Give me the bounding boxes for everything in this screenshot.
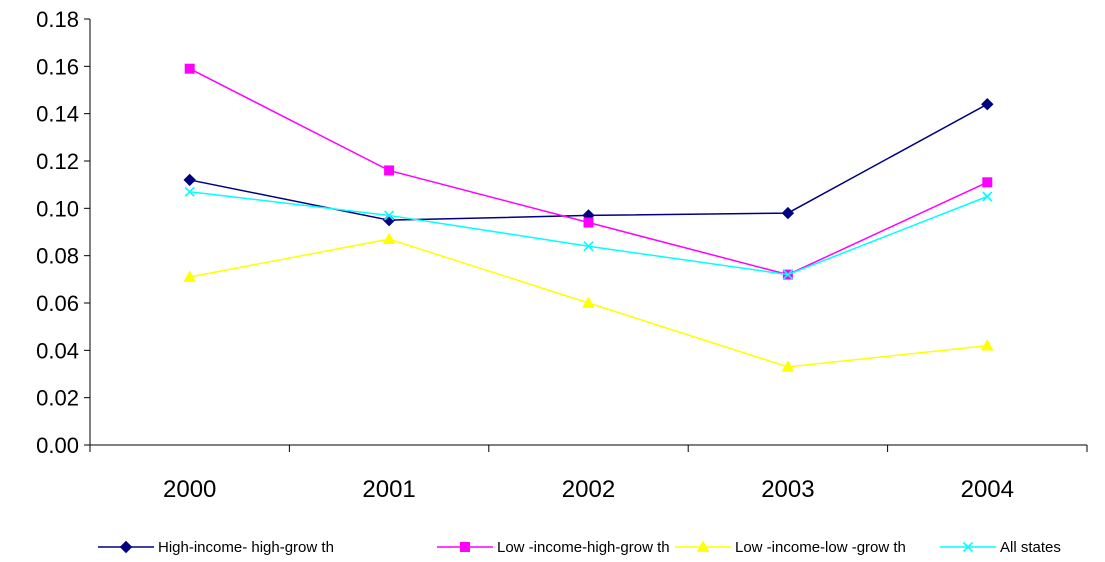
x-marker-stroke: [982, 191, 993, 202]
data-point: [982, 177, 993, 188]
y-tick-label: 0.12: [36, 149, 79, 174]
y-axis-ticks: 0.00 0.02 0.04 0.06 0.08 0.10 0.12 0.14 0.16 0.18: [36, 7, 90, 458]
x-marker-stroke: [184, 186, 195, 197]
y-tick-label: 0.16: [36, 54, 79, 79]
series-layer: [183, 63, 994, 372]
x-marker-stroke: [384, 210, 395, 221]
data-point: [781, 360, 795, 372]
chart-axes: [89, 19, 1087, 446]
data-point: [583, 241, 594, 252]
legend-label: Low -income-low -grow th: [735, 539, 906, 556]
x-tick-label: 2002: [562, 476, 615, 503]
x-tick-label: 2000: [163, 476, 216, 503]
y-tick-label: 0.00: [36, 433, 79, 458]
y-tick-label: 0.04: [36, 338, 79, 363]
data-point: [384, 165, 395, 176]
legend-item: All states: [940, 539, 1061, 556]
series-3: [183, 232, 994, 372]
data-point: [183, 270, 197, 282]
y-tick-label: 0.08: [36, 244, 79, 269]
legend-label: All states: [1000, 539, 1061, 556]
x-marker-stroke: [782, 269, 793, 280]
legend: High-income- high-grow th Low -income-hig…: [98, 539, 1061, 556]
series-1: [183, 97, 994, 227]
legend-marker: [460, 542, 470, 552]
legend-label: High-income- high-grow th: [158, 539, 334, 556]
y-tick-label: 0.06: [36, 291, 79, 316]
x-axis-ticks: 2000 2001 2002 2003 2004: [89, 445, 1088, 503]
data-point: [982, 191, 993, 202]
x-tick-label: 2001: [362, 476, 415, 503]
data-point: [382, 232, 396, 244]
x-tick-label: 2004: [961, 476, 1014, 503]
legend-marker: [119, 540, 133, 554]
legend-marker: [696, 540, 710, 552]
data-point: [981, 97, 994, 111]
data-point: [980, 339, 994, 351]
legend-label: Low -income-high-grow th: [497, 539, 670, 556]
x-marker-stroke: [583, 241, 594, 252]
y-tick-label: 0.02: [36, 386, 79, 411]
legend-item: Low -income-high-grow th: [437, 539, 670, 556]
legend-item: Low -income-low -grow th: [675, 539, 906, 556]
data-point: [183, 173, 196, 187]
x-marker-stroke: [962, 541, 974, 553]
y-tick-label: 0.10: [36, 196, 79, 221]
legend-item: High-income- high-grow th: [98, 539, 334, 556]
y-tick-label: 0.14: [36, 102, 79, 127]
data-point: [582, 296, 595, 308]
x-tick-label: 2003: [761, 476, 814, 503]
data-point: [384, 210, 395, 221]
y-tick-label: 0.18: [36, 7, 79, 32]
series-line: [189, 103, 988, 221]
data-point: [781, 206, 795, 220]
data-point: [184, 63, 195, 74]
legend-marker: [962, 541, 974, 553]
series-4: [184, 186, 993, 280]
data-point: [583, 217, 594, 228]
data-point: [184, 186, 195, 197]
data-point: [782, 269, 793, 280]
